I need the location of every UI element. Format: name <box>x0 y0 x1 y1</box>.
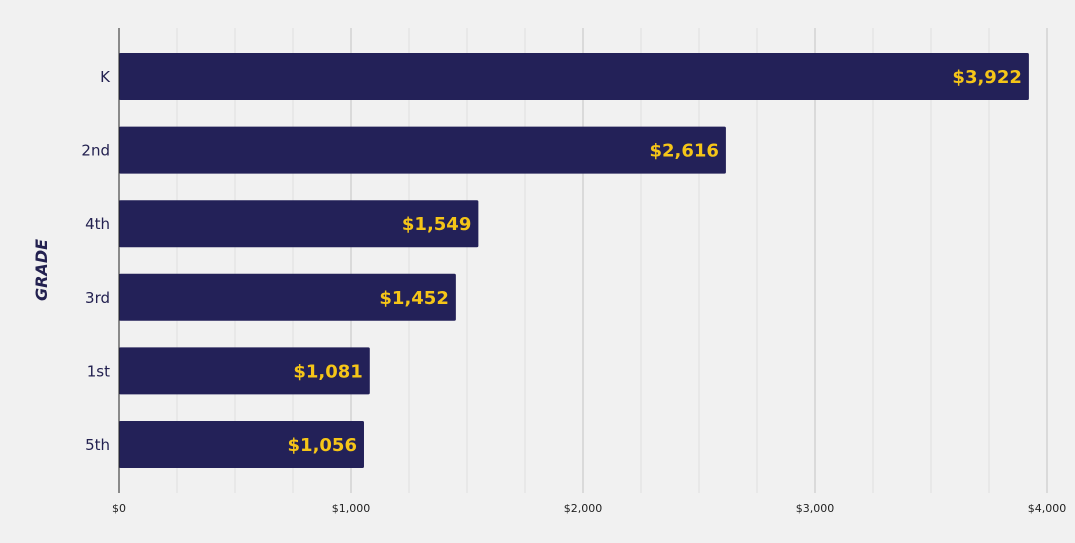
category-tick-label: 2nd <box>81 142 110 160</box>
bar <box>119 273 456 321</box>
category-tick-label: 1st <box>87 362 110 380</box>
axes-group: K 2nd 4th 3rd 1st 5th $0 $1,000 $2,000 $3,000 $4,0… <box>81 28 1066 515</box>
bar-value-label: $1,056 <box>288 435 357 456</box>
bar-value-label: $1,452 <box>379 288 448 309</box>
bar <box>119 347 370 395</box>
x-tick-label: $0 <box>112 502 126 515</box>
bar-value-label: $2,616 <box>649 141 718 162</box>
bar-value-label: $3,922 <box>952 67 1021 88</box>
category-tick-label: K <box>100 68 111 86</box>
bars-group: $3,922 $2,616 $1,549 $1,452 $1,081 $1,056 <box>119 53 1029 468</box>
category-tick-label: 4th <box>85 215 110 233</box>
bar-value-label: $1,081 <box>293 361 362 382</box>
category-tick-label: 5th <box>85 436 110 454</box>
grid-lines <box>176 28 1048 493</box>
bar <box>119 126 726 174</box>
y-axis-title: GRADE <box>32 239 51 301</box>
x-tick-label: $2,000 <box>564 502 603 515</box>
bar-value-label: $1,549 <box>402 214 471 235</box>
x-tick-label: $3,000 <box>796 502 835 515</box>
x-tick-label: $1,000 <box>332 502 371 515</box>
bar <box>119 200 479 248</box>
category-tick-label: 3rd <box>85 289 110 307</box>
bar <box>119 421 364 468</box>
x-tick-label: $4,000 <box>1028 502 1067 515</box>
bar <box>119 53 1029 100</box>
